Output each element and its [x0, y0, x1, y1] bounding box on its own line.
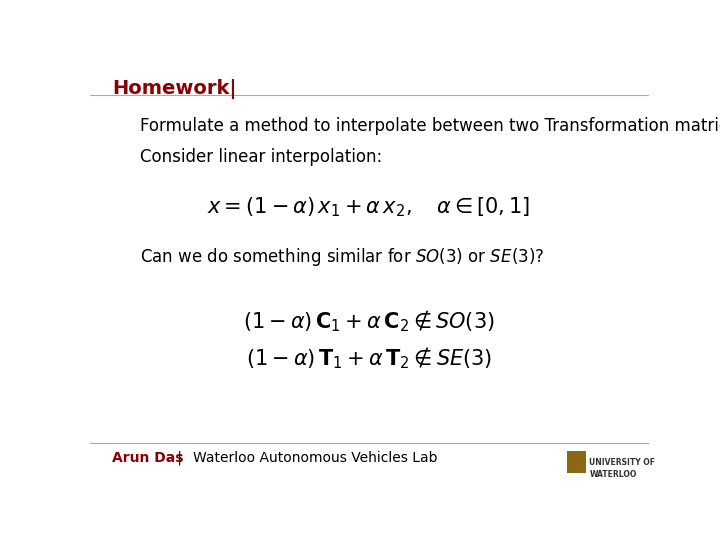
Text: Can we do something similar for $SO(3)$ or $SE(3)$?: Can we do something similar for $SO(3)$ …: [140, 246, 544, 268]
Text: Consider linear interpolation:: Consider linear interpolation:: [140, 148, 382, 166]
Text: Formulate a method to interpolate between two Transformation matrices.: Formulate a method to interpolate betwee…: [140, 117, 720, 135]
Text: Waterloo Autonomous Vehicles Lab: Waterloo Autonomous Vehicles Lab: [193, 451, 438, 464]
Text: Arun Das: Arun Das: [112, 451, 184, 464]
FancyBboxPatch shape: [567, 451, 585, 473]
Text: $(1-\alpha)\,\mathbf{T}_1 + \alpha\,\mathbf{T}_2 \notin SE(3)$: $(1-\alpha)\,\mathbf{T}_1 + \alpha\,\mat…: [246, 346, 492, 371]
Text: $(1-\alpha)\,\mathbf{C}_1 + \alpha\,\mathbf{C}_2 \notin SO(3)$: $(1-\alpha)\,\mathbf{C}_1 + \alpha\,\mat…: [243, 308, 495, 334]
Text: UNIVERSITY OF
WATERLOO: UNIVERSITY OF WATERLOO: [590, 458, 655, 478]
Text: Homework|: Homework|: [112, 79, 237, 99]
Text: $x = (1-\alpha)\, x_1 + \alpha\, x_2, \quad \alpha \in [0, 1]$: $x = (1-\alpha)\, x_1 + \alpha\, x_2, \q…: [207, 196, 531, 219]
Text: |: |: [173, 451, 186, 465]
